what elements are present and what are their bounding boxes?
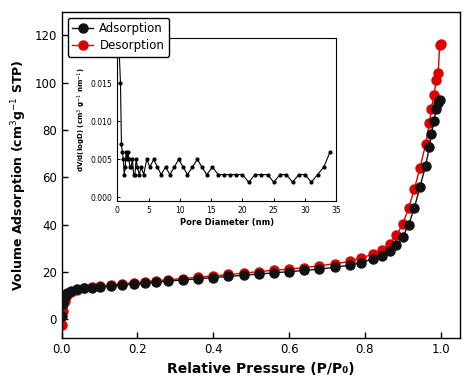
Desorption [433,78,439,83]
Adsorption [59,314,65,318]
Desorption [301,265,307,270]
Adsorption [387,249,392,253]
Adsorption [400,234,406,239]
Adsorption [89,285,95,290]
Adsorption [301,268,307,273]
Desorption [180,276,186,281]
Desorption [97,284,102,288]
Desorption [62,298,67,303]
Desorption [68,290,74,294]
Desorption [256,269,262,274]
Adsorption [317,267,322,272]
Adsorption [226,274,231,279]
Desorption [74,287,80,292]
Adsorption [347,263,353,267]
Adsorption [195,277,201,281]
Adsorption [68,289,74,293]
Desorption [60,309,66,314]
Desorption [119,281,125,286]
Desorption [89,285,95,289]
Adsorption [332,265,337,270]
Adsorption [431,118,437,123]
Desorption [387,242,392,246]
Desorption [431,92,437,97]
Desorption [411,187,417,192]
Desorption [108,282,114,287]
Adsorption [370,257,375,261]
Desorption [82,286,87,291]
Adsorption [423,163,428,168]
Adsorption [241,273,246,277]
Desorption [417,166,423,170]
Adsorption [154,280,159,284]
Desorption [142,280,148,284]
Y-axis label: Volume Adsorption (cm$^3$g$^{-1}$ STP): Volume Adsorption (cm$^3$g$^{-1}$ STP) [9,59,29,291]
Desorption [271,268,277,273]
Adsorption [256,272,262,276]
Desorption [195,275,201,279]
Desorption [400,221,406,226]
Desorption [427,121,432,125]
Adsorption [60,302,66,307]
Desorption [317,263,322,268]
Desorption [332,261,337,266]
Adsorption [82,286,87,291]
Adsorption [437,98,443,103]
Line: Desorption: Desorption [57,39,446,330]
Adsorption [358,260,364,265]
Adsorption [64,291,70,295]
Adsorption [210,275,216,280]
Adsorption [180,278,186,282]
Legend: Adsorption, Desorption: Adsorption, Desorption [67,18,169,56]
Desorption [154,278,159,283]
Desorption [437,42,443,47]
Desorption [210,273,216,278]
Desorption [379,247,385,252]
Desorption [406,206,411,210]
Desorption [241,271,246,275]
Adsorption [428,131,434,136]
X-axis label: Relative Pressure (P/P₀): Relative Pressure (P/P₀) [167,362,355,376]
Adsorption [142,281,148,286]
Desorption [428,107,434,111]
Adsorption [286,269,292,274]
Adsorption [379,253,385,258]
Desorption [435,71,441,75]
Desorption [226,272,231,277]
Adsorption [393,243,399,247]
Adsorption [74,287,80,291]
Desorption [438,41,444,46]
Adsorption [97,284,102,289]
Desorption [370,252,375,257]
Adsorption [165,279,171,284]
Desorption [64,292,70,297]
Adsorption [119,282,125,287]
Desorption [423,142,428,147]
Adsorption [411,206,417,210]
Adsorption [131,282,137,286]
Line: Adsorption: Adsorption [57,96,444,321]
Desorption [347,259,353,264]
Desorption [165,277,171,282]
Adsorption [427,144,432,149]
Desorption [358,256,364,260]
Desorption [59,323,65,328]
Adsorption [417,184,423,189]
Adsorption [62,294,67,299]
Desorption [286,267,292,272]
Adsorption [435,100,441,105]
Adsorption [433,107,439,111]
Adsorption [108,284,114,288]
Desorption [131,280,137,285]
Adsorption [271,270,277,275]
Desorption [393,233,399,238]
Adsorption [406,223,411,227]
